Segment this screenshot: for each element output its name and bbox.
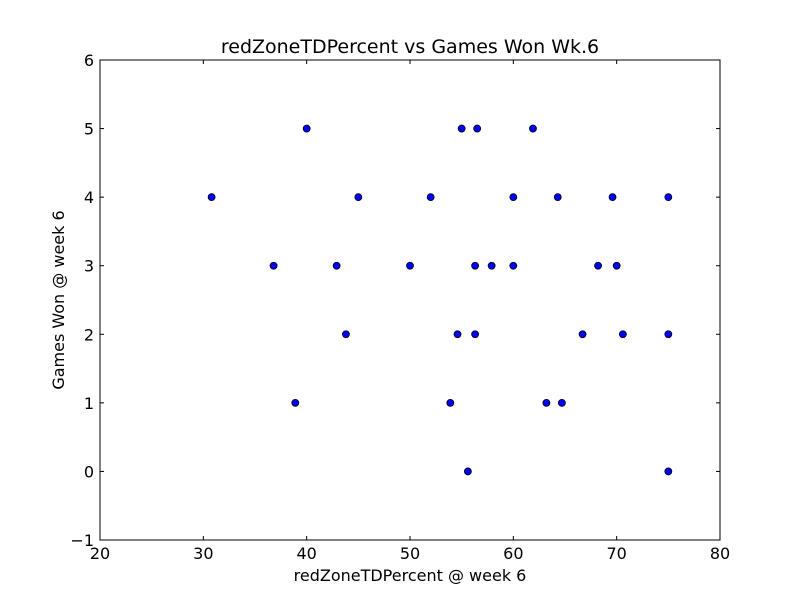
y-axis-label: Games Won @ week 6 — [49, 210, 68, 389]
data-point — [302, 124, 311, 133]
y-tick-label: 2 — [84, 325, 94, 344]
data-point — [453, 330, 462, 339]
data-point — [618, 330, 627, 339]
data-point — [664, 193, 673, 202]
data-point — [406, 261, 414, 270]
data-point — [553, 193, 562, 202]
data-point — [446, 398, 455, 407]
y-tick-label: 4 — [84, 188, 94, 207]
x-tick-label: 20 — [90, 544, 110, 563]
data-point — [471, 330, 480, 339]
x-tick-label: 40 — [296, 544, 316, 563]
data-point — [558, 398, 566, 407]
data-point — [542, 398, 551, 407]
y-tick-label: 1 — [84, 394, 94, 413]
chart-title: redZoneTDPercent vs Games Won Wk.6 — [221, 36, 599, 58]
y-tick-label: 0 — [84, 462, 94, 481]
data-points — [207, 124, 673, 476]
plot-frame — [99, 59, 721, 541]
data-point — [487, 261, 496, 270]
data-point — [664, 330, 673, 339]
y-tick-label: −1 — [70, 531, 94, 550]
data-point — [269, 261, 278, 270]
data-point — [332, 261, 341, 270]
data-point — [342, 330, 350, 339]
x-tick-label: 50 — [400, 544, 420, 563]
data-point — [509, 193, 518, 202]
x-tick-label: 60 — [503, 544, 523, 563]
data-point — [207, 193, 216, 202]
data-point — [608, 193, 617, 202]
data-point — [426, 193, 435, 202]
x-tick-label: 30 — [193, 544, 213, 563]
data-point — [529, 124, 537, 133]
data-point — [473, 124, 482, 133]
axis-ticks: 20 30 40 50 60 70 80 −1 0 1 2 3 4 5 6 — [70, 51, 730, 563]
data-point — [578, 330, 587, 339]
y-tick-label: 3 — [84, 257, 94, 276]
y-tick-label: 6 — [84, 51, 94, 70]
data-point — [354, 193, 363, 202]
data-point — [471, 261, 480, 270]
x-axis-label: redZoneTDPercent @ week 6 — [294, 566, 527, 585]
y-tick-label: 5 — [84, 120, 94, 139]
data-point — [612, 261, 621, 270]
data-point — [509, 261, 518, 270]
data-point — [457, 124, 466, 133]
data-point — [594, 261, 602, 270]
data-point — [291, 398, 300, 407]
data-point — [463, 467, 472, 476]
x-tick-label: 80 — [710, 544, 730, 563]
x-tick-label: 70 — [606, 544, 626, 563]
data-point — [664, 467, 673, 476]
